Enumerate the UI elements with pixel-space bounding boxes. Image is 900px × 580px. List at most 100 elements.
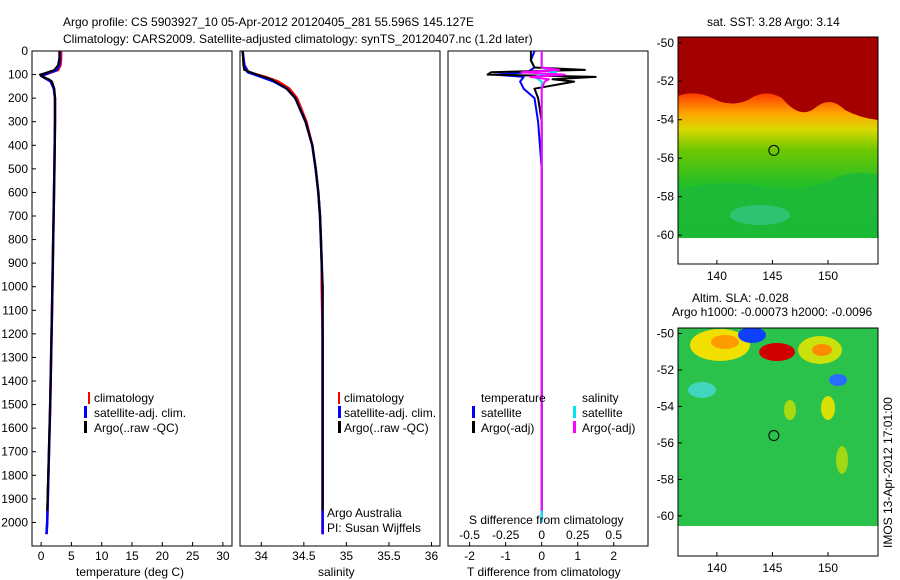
depth-tick-label: 0 — [21, 44, 28, 58]
depth-tick-label: 400 — [8, 138, 28, 152]
credit-line2: PI: Susan Wijffels — [327, 521, 421, 535]
sla-low-patch — [738, 328, 766, 343]
series-line-satellite-adj-clim- — [39, 51, 62, 535]
sla-map-axes: 140 145 150 -50 -52 -54 -56 -58 -60 — [657, 326, 839, 575]
legend-label-satellite: satellite-adj. clim. — [344, 406, 436, 420]
difference-series — [486, 50, 597, 523]
map-x-tick-label: 145 — [762, 561, 782, 575]
depth-tick-label: 100 — [8, 68, 28, 82]
map-x-tick-label: 140 — [707, 269, 727, 283]
sst-warm-band — [678, 37, 878, 120]
salinity-panel — [239, 50, 441, 547]
sst-cool-band — [678, 172, 878, 237]
depth-tick-label: 1700 — [1, 445, 28, 459]
map-y-tick-label: -54 — [657, 399, 675, 413]
sst-map-title: sat. SST: 3.28 Argo: 3.14 — [707, 15, 840, 29]
sst-profile-marker — [768, 144, 780, 156]
salinity-legend: climatology satellite-adj. clim. Argo(..… — [338, 391, 436, 435]
map-x-tick-label: 150 — [818, 269, 838, 283]
imos-stamp: IMOS 13-Apr-2012 17:01:00 — [881, 397, 895, 548]
sla-yellow-patch — [836, 446, 848, 474]
temperature-x-ticks: 0 5 10 15 20 25 30 — [38, 542, 230, 563]
map-x-tick-label: 140 — [707, 561, 727, 575]
map-y-tick-label: -58 — [657, 472, 675, 486]
depth-tick-label: 1600 — [1, 421, 28, 435]
map-y-tick-label: -50 — [657, 326, 675, 340]
legend-label-t-satellite: satellite — [481, 406, 522, 420]
difference-top-tick-label: 0 — [538, 528, 545, 542]
temperature-legend: climatology satellite-adj. clim. Argo(..… — [84, 391, 186, 435]
difference-x-tick-label: -2 — [464, 549, 475, 563]
salinity-x-tick-label: 35 — [340, 549, 354, 563]
legend-title-salinity: salinity — [582, 391, 619, 405]
map-y-tick-label: -56 — [657, 151, 675, 165]
sla-field — [678, 328, 878, 526]
map-x-tick-label: 145 — [762, 269, 782, 283]
difference-x-ticks: -2 -1 0 1 2 -0.5 -0.25 0 0.25 0.5 — [459, 528, 622, 563]
legend-swatch-s-satellite — [573, 406, 576, 418]
series-line-s-argo-adj- — [520, 51, 566, 511]
salinity-x-ticks: 34 34.5 35 35.5 36 — [255, 542, 439, 563]
sla-map-title: Altim. SLA: -0.028 — [692, 291, 789, 305]
depth-tick-label: 200 — [8, 91, 28, 105]
legend-label-climatology: climatology — [344, 391, 404, 405]
difference-panel — [447, 50, 649, 547]
map-y-tick-label: -56 — [657, 436, 675, 450]
temperature-x-tick-label: 25 — [186, 549, 200, 563]
credit-line1: Argo Australia — [327, 506, 402, 520]
series-line-satellite-adj-clim- — [241, 50, 324, 535]
legend-label-argo: Argo(..raw -QC) — [344, 421, 429, 435]
legend-swatch-argo — [84, 421, 87, 433]
series-line-argo-raw-qc- — [241, 50, 324, 511]
series-line-t-satellite — [493, 50, 543, 523]
depth-tick-label: 1400 — [1, 374, 28, 388]
map-y-tick-label: -50 — [657, 36, 675, 50]
map-y-tick-label: -60 — [657, 228, 675, 242]
header-line2: Climatology: CARS2009. Satellite-adjuste… — [63, 32, 533, 46]
depth-tick-label: 1000 — [1, 280, 28, 294]
temperature-x-tick-label: 30 — [216, 549, 230, 563]
difference-top-tick-label: 0.25 — [566, 528, 590, 542]
series-line-argo-raw-qc- — [38, 51, 61, 511]
sla-ring-core — [812, 344, 832, 356]
depth-tick-label: 2000 — [1, 515, 28, 529]
series-line-climatology — [241, 50, 324, 535]
legend-label-satellite: satellite-adj. clim. — [94, 406, 186, 420]
header-line1: Argo profile: CS 5903927_10 05-Apr-2012 … — [63, 15, 474, 29]
difference-top-tick-label: -0.5 — [459, 528, 480, 542]
sst-map-frame — [677, 36, 879, 265]
salinity-x-tick-label: 35.5 — [377, 549, 401, 563]
sla-nodata-strip — [678, 526, 878, 556]
temperature-series — [38, 51, 63, 535]
sla-yellow-patch — [821, 396, 835, 420]
temperature-x-tick-label: 20 — [156, 549, 170, 563]
temperature-x-tick-label: 0 — [38, 549, 45, 563]
difference-legend: temperature salinity satellite Argo(-adj… — [472, 391, 635, 435]
legend-label-t-argo: Argo(-adj) — [481, 421, 534, 435]
depth-tick-label: 600 — [8, 185, 28, 199]
legend-swatch-s-argo — [573, 421, 576, 433]
legend-swatch-t-argo — [472, 421, 475, 433]
temperature-panel — [31, 50, 233, 547]
legend-label-climatology: climatology — [94, 391, 154, 405]
depth-axis: 0 100 200 300 400 500 600 700 800 900 1000 1100 1200… — [1, 44, 36, 529]
depth-tick-label: 1200 — [1, 327, 28, 341]
difference-top-axis-label: S difference from climatology — [469, 513, 624, 527]
difference-axis-label: T difference from climatology — [467, 565, 621, 579]
temperature-x-tick-label: 10 — [95, 549, 109, 563]
depth-tick-label: 500 — [8, 162, 28, 176]
salinity-x-tick-label: 36 — [425, 549, 439, 563]
difference-x-tick-label: 0 — [538, 549, 545, 563]
legend-label-s-argo: Argo(-adj) — [582, 421, 635, 435]
legend-title-temperature: temperature — [481, 391, 546, 405]
depth-tick-label: 1900 — [1, 492, 28, 506]
salinity-x-tick-label: 34.5 — [292, 549, 316, 563]
depth-tick-label: 1800 — [1, 468, 28, 482]
map-x-tick-label: 150 — [818, 561, 838, 575]
temperature-axis-label: temperature (deg C) — [76, 565, 184, 579]
difference-top-tick-label: 0.5 — [605, 528, 622, 542]
sla-cyan-patch — [688, 382, 716, 398]
difference-x-tick-label: 1 — [574, 549, 581, 563]
sla-yellow-patch — [784, 400, 796, 420]
legend-label-s-satellite: satellite — [582, 406, 623, 420]
